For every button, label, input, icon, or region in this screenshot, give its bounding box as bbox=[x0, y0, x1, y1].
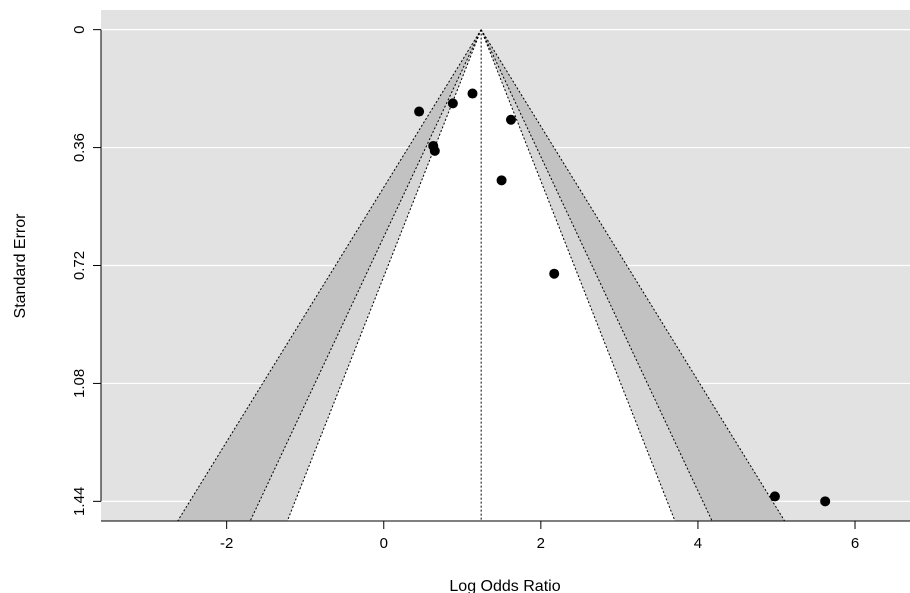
study-point-9 bbox=[820, 496, 831, 507]
study-point-0 bbox=[414, 106, 425, 117]
study-point-2 bbox=[467, 88, 478, 99]
y-axis-title: Standard Error bbox=[12, 213, 29, 319]
contour-line-1-left bbox=[249, 29, 482, 521]
contour-line-2-left bbox=[286, 29, 482, 521]
study-point-3 bbox=[505, 114, 516, 125]
x-tick-label-4: 6 bbox=[851, 535, 859, 552]
x-tick-label-3: 4 bbox=[694, 535, 702, 552]
y-tick-label-2: 0.72 bbox=[71, 251, 88, 280]
contour-line-0-right bbox=[480, 29, 786, 521]
x-axis-title: Log Odds Ratio bbox=[449, 578, 560, 593]
y-tick-label-0: 0 bbox=[71, 25, 88, 33]
x-tick-label-2: 2 bbox=[537, 535, 545, 552]
axes: 0 0.36 0.72 1.08 1.44 -2 0 2 4 6 bbox=[71, 25, 910, 552]
y-tick-label-1: 0.36 bbox=[71, 133, 88, 162]
x-tick-label-1: 0 bbox=[380, 535, 388, 552]
y-tick-label-3: 1.08 bbox=[71, 369, 88, 398]
study-point-8 bbox=[769, 491, 780, 502]
study-point-5 bbox=[429, 145, 440, 156]
study-point-7 bbox=[549, 268, 560, 279]
study-points bbox=[414, 88, 831, 507]
x-tick-label-0: -2 bbox=[220, 535, 233, 552]
contour-line-2-right bbox=[480, 29, 676, 521]
y-tick-label-4: 1.44 bbox=[71, 487, 88, 516]
study-point-1 bbox=[447, 98, 458, 109]
study-point-6 bbox=[496, 175, 507, 186]
contour-lines bbox=[177, 29, 786, 521]
contour-line-1-right bbox=[480, 29, 713, 521]
contour-line-0-left bbox=[177, 29, 482, 521]
